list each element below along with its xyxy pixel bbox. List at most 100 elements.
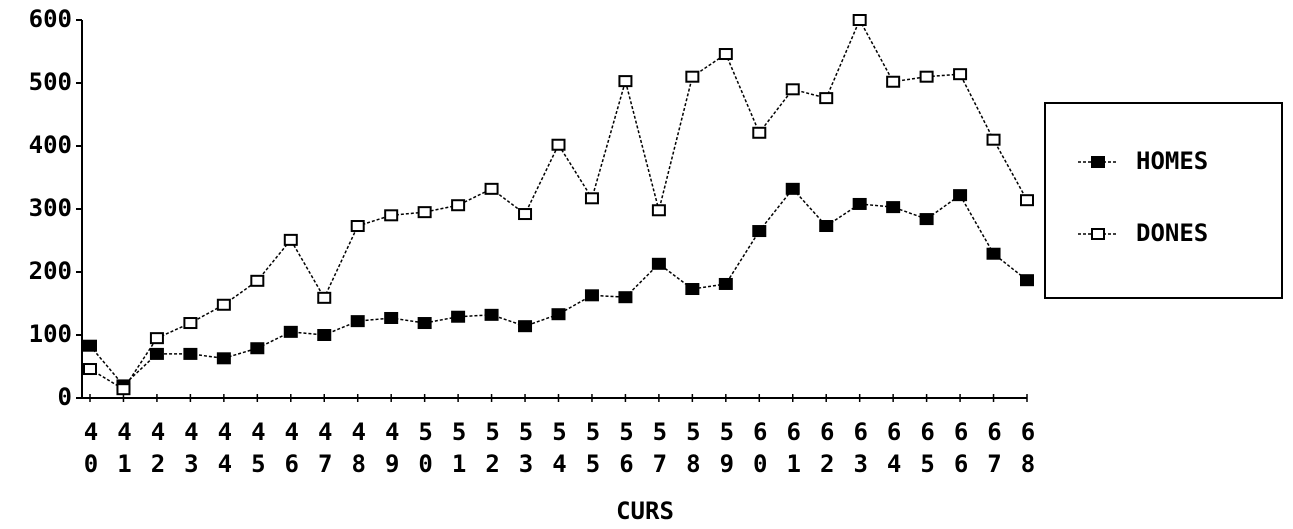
point: [183, 317, 198, 330]
point: [651, 204, 666, 217]
point: [584, 192, 599, 205]
point: [384, 209, 399, 222]
point: [718, 48, 733, 61]
legend-marker: [1091, 228, 1105, 240]
legend-label: DONES: [1136, 219, 1208, 247]
point: [886, 201, 901, 214]
y-tick-label: 0: [58, 383, 72, 411]
point: [350, 315, 365, 328]
point: [451, 310, 466, 323]
x-tick-label: 53: [512, 418, 540, 482]
point: [317, 291, 332, 304]
point: [149, 347, 164, 360]
point: [451, 199, 466, 212]
legend-marker: [1091, 156, 1105, 168]
point: [216, 352, 231, 365]
x-tick-label: 68: [1014, 418, 1042, 482]
point: [986, 133, 1001, 146]
x-tick-label: 51: [445, 418, 473, 482]
x-tick-label: 56: [612, 418, 640, 482]
x-tick-label: 50: [412, 418, 440, 482]
y-tick-label: 100: [29, 320, 72, 348]
point: [584, 289, 599, 302]
point: [551, 308, 566, 321]
x-tick-label: 48: [345, 418, 373, 482]
point: [317, 329, 332, 341]
series-line: [89, 187, 1028, 387]
point: [384, 311, 399, 324]
point: [651, 257, 666, 270]
point: [283, 233, 298, 246]
y-tick-label: 200: [29, 257, 72, 285]
point: [618, 75, 633, 88]
x-tick-label: 54: [546, 418, 574, 482]
point: [886, 75, 901, 88]
point: [618, 291, 633, 304]
x-tick-label: 67: [981, 418, 1009, 482]
point: [518, 320, 533, 333]
point: [785, 182, 800, 195]
point: [183, 347, 198, 360]
x-tick-label: 41: [110, 418, 138, 482]
point: [1020, 274, 1034, 287]
point: [116, 383, 131, 396]
point: [685, 283, 700, 296]
point: [250, 274, 265, 287]
x-tick-label: 43: [177, 418, 205, 482]
point: [551, 138, 566, 151]
series-line: [89, 18, 1028, 391]
point: [685, 70, 700, 83]
point: [752, 126, 767, 139]
point: [986, 247, 1001, 260]
y-tick-label: 300: [29, 194, 72, 222]
point: [283, 325, 298, 338]
x-tick-label: 59: [713, 418, 741, 482]
y-tick-label: 600: [29, 5, 72, 33]
point: [83, 363, 97, 376]
x-tick-label: 64: [880, 418, 908, 482]
point: [919, 213, 934, 226]
x-tick-label: 49: [378, 418, 406, 482]
point: [250, 342, 265, 355]
x-tick-label: 42: [144, 418, 172, 482]
x-tick-label: 57: [646, 418, 674, 482]
point: [953, 189, 968, 202]
x-tick-label: 40: [77, 418, 105, 482]
x-tick-label: 63: [847, 418, 875, 482]
x-tick-label: 66: [947, 418, 975, 482]
x-tick-label: 60: [746, 418, 774, 482]
x-tick-label: 47: [311, 418, 339, 482]
x-tick-label: 55: [579, 418, 607, 482]
point: [852, 14, 867, 26]
x-tick-label: 58: [679, 418, 707, 482]
legend-label: HOMES: [1136, 147, 1208, 175]
point: [819, 220, 834, 233]
point: [1020, 194, 1034, 207]
point: [518, 208, 533, 221]
x-tick-label: 45: [244, 418, 272, 482]
y-tick-label: 400: [29, 131, 72, 159]
point: [752, 225, 767, 238]
point: [216, 298, 231, 311]
x-tick-label: 46: [278, 418, 306, 482]
point: [417, 317, 432, 330]
y-tick-label: 500: [29, 68, 72, 96]
legend-box: [1044, 102, 1283, 299]
x-tick-label: 44: [211, 418, 239, 482]
point: [149, 332, 164, 345]
point: [785, 83, 800, 96]
point: [484, 308, 499, 321]
point: [484, 182, 499, 195]
x-tick-label: 61: [780, 418, 808, 482]
x-tick-label: 62: [813, 418, 841, 482]
point: [718, 277, 733, 290]
x-tick-label: 65: [914, 418, 942, 482]
point: [819, 92, 834, 105]
x-axis-label: CURS: [616, 497, 674, 525]
point: [852, 197, 867, 210]
point: [350, 220, 365, 233]
point: [417, 206, 432, 219]
x-tick-label: 52: [479, 418, 507, 482]
point: [83, 339, 97, 352]
